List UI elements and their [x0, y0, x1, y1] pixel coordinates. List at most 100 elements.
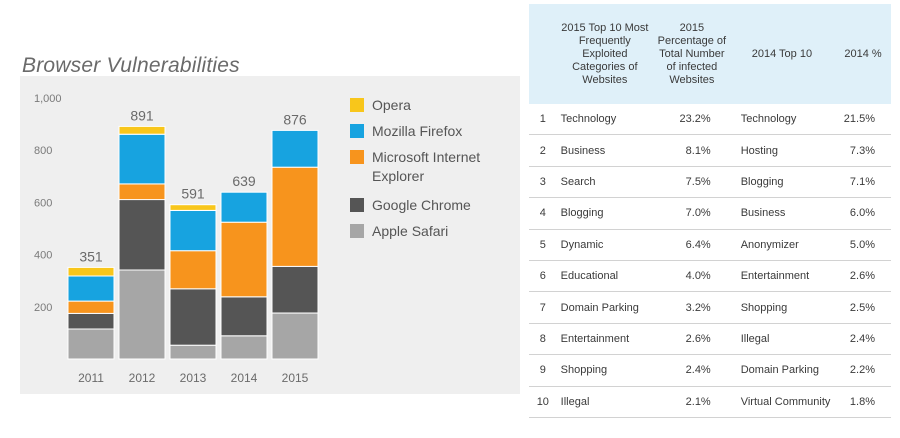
table-body: 1 Technology 23.2% Technology 21.5% 2 Business…: [529, 104, 891, 418]
y-tick-label: 200: [34, 302, 52, 314]
category-2014-cell: Technology: [728, 104, 836, 136]
rank-cell: 8: [529, 323, 555, 356]
bar-segment: [271, 265, 319, 314]
percentage-2015-cell: 7.5%: [655, 166, 729, 199]
chart-panel: 200 400 600 800 1,000 351 2011 891 2012 591 2013 63…: [20, 76, 520, 394]
percentage-2015-cell: 2.6%: [655, 323, 729, 356]
percentage-2014-cell: 5.0%: [835, 229, 891, 261]
percentage-2015-cell: 2.1%: [655, 386, 729, 418]
percentage-2014-cell: 2.4%: [835, 323, 891, 356]
percentage-2015-cell: 7.0%: [655, 197, 729, 230]
legend-swatch: [350, 224, 364, 238]
table-row: 7 Domain Parking 3.2% Shopping 2.5%: [529, 291, 891, 324]
category-2014-cell: Business: [728, 197, 836, 230]
table-row: 1 Technology 23.2% Technology 21.5%: [529, 104, 891, 136]
legend-label: Microsoft Internet: [372, 149, 480, 165]
bar-segment: [271, 166, 319, 267]
bar-total-label: 639: [232, 173, 256, 189]
percentage-2014-cell: 7.1%: [835, 166, 891, 199]
bar-segment: [118, 125, 166, 135]
category-2015-cell: Business: [554, 134, 656, 167]
bar-segment: [169, 204, 217, 211]
chart-title: Browser Vulnerabilities: [22, 54, 240, 78]
bar-segment: [220, 191, 268, 223]
x-tick-label: 2015: [282, 371, 309, 385]
category-2015-cell: Illegal: [554, 386, 656, 418]
bar-total-label: 591: [181, 186, 205, 202]
legend-item: Opera: [350, 97, 411, 113]
category-2014-cell: Virtual Community: [728, 386, 836, 418]
rank-cell: 9: [529, 354, 555, 387]
rank-cell: 6: [529, 260, 555, 293]
percentage-2014-cell: 7.3%: [835, 134, 891, 167]
legend-label: Mozilla Firefox: [372, 123, 462, 139]
bar-segment: [67, 300, 115, 314]
legend-swatch: [350, 198, 364, 212]
rank-cell: 3: [529, 166, 555, 199]
header-2014-top10: 2014 Top 10: [728, 4, 836, 104]
category-2014-cell: Blogging: [728, 166, 836, 199]
percentage-2015-cell: 2.4%: [655, 354, 729, 387]
bar-segment: [67, 328, 115, 360]
legend-label: Opera: [372, 97, 411, 113]
bar-segment: [67, 275, 115, 302]
bar-segment: [118, 269, 166, 360]
bar-segment: [271, 129, 319, 168]
percentage-2014-cell: 2.6%: [835, 260, 891, 293]
category-2014-cell: Anonymizer: [728, 229, 836, 261]
rank-cell: 2: [529, 134, 555, 167]
table-row: 8 Entertainment 2.6% Illegal 2.4%: [529, 323, 891, 356]
category-2014-cell: Illegal: [728, 323, 836, 356]
bar-segment: [169, 288, 217, 346]
legend-label: Explorer: [372, 168, 424, 184]
y-tick-label: 1,000: [34, 93, 62, 105]
stacked-bar-chart: 200 400 600 800 1,000 351 2011 891 2012 591 2013 63…: [34, 93, 480, 385]
table-row: 10 Illegal 2.1% Virtual Community 1.8%: [529, 386, 891, 418]
category-2014-cell: Domain Parking: [728, 354, 836, 387]
bar-segment: [169, 250, 217, 290]
rank-cell: 4: [529, 197, 555, 230]
percentage-2014-cell: 1.8%: [835, 386, 891, 418]
legend-label: Google Chrome: [372, 197, 471, 213]
header-rank: [529, 4, 555, 104]
category-2015-cell: Search: [554, 166, 656, 199]
category-2014-cell: Hosting: [728, 134, 836, 167]
percentage-2015-cell: 23.2%: [655, 104, 729, 136]
legend-label: Apple Safari: [372, 223, 448, 239]
x-tick-label: 2011: [78, 371, 104, 385]
legend-swatch: [350, 124, 364, 138]
bar-segment: [169, 344, 217, 360]
y-tick-label: 400: [34, 250, 52, 262]
category-2015-cell: Blogging: [554, 197, 656, 230]
category-2015-cell: Technology: [554, 104, 656, 136]
y-tick-label: 600: [34, 197, 52, 209]
bar-segment: [118, 199, 166, 271]
bar-segment: [220, 296, 268, 337]
bar-segment: [118, 183, 166, 201]
legend-item: Apple Safari: [350, 223, 448, 239]
percentage-2015-cell: 8.1%: [655, 134, 729, 167]
rank-cell: 5: [529, 229, 555, 261]
category-2015-cell: Shopping: [554, 354, 656, 387]
x-tick-label: 2012: [129, 371, 156, 385]
table-row: 3 Search 7.5% Blogging 7.1%: [529, 166, 891, 199]
legend-item: Mozilla Firefox: [350, 123, 462, 139]
bar-total-label: 351: [79, 248, 103, 264]
rank-cell: 1: [529, 104, 555, 136]
percentage-2014-cell: 6.0%: [835, 197, 891, 230]
category-2014-cell: Entertainment: [728, 260, 836, 293]
bar-segment: [67, 266, 115, 277]
bar-total-label: 876: [283, 111, 307, 127]
legend-swatch: [350, 98, 364, 112]
table-row: 9 Shopping 2.4% Domain Parking 2.2%: [529, 354, 891, 387]
website-categories-table-wrap: 2015 Top 10 Most Frequently Exploited Ca…: [529, 4, 891, 418]
table-row: 2 Business 8.1% Hosting 7.3%: [529, 134, 891, 167]
percentage-2015-cell: 3.2%: [655, 291, 729, 324]
x-tick-label: 2013: [180, 371, 207, 385]
percentage-2014-cell: 2.2%: [835, 354, 891, 387]
legend-swatch: [350, 150, 364, 164]
bar-total-label: 891: [130, 107, 154, 123]
bar-segment: [220, 335, 268, 360]
y-tick-label: 800: [34, 145, 52, 157]
legend-item: Microsoft Internet Explorer: [350, 149, 480, 184]
